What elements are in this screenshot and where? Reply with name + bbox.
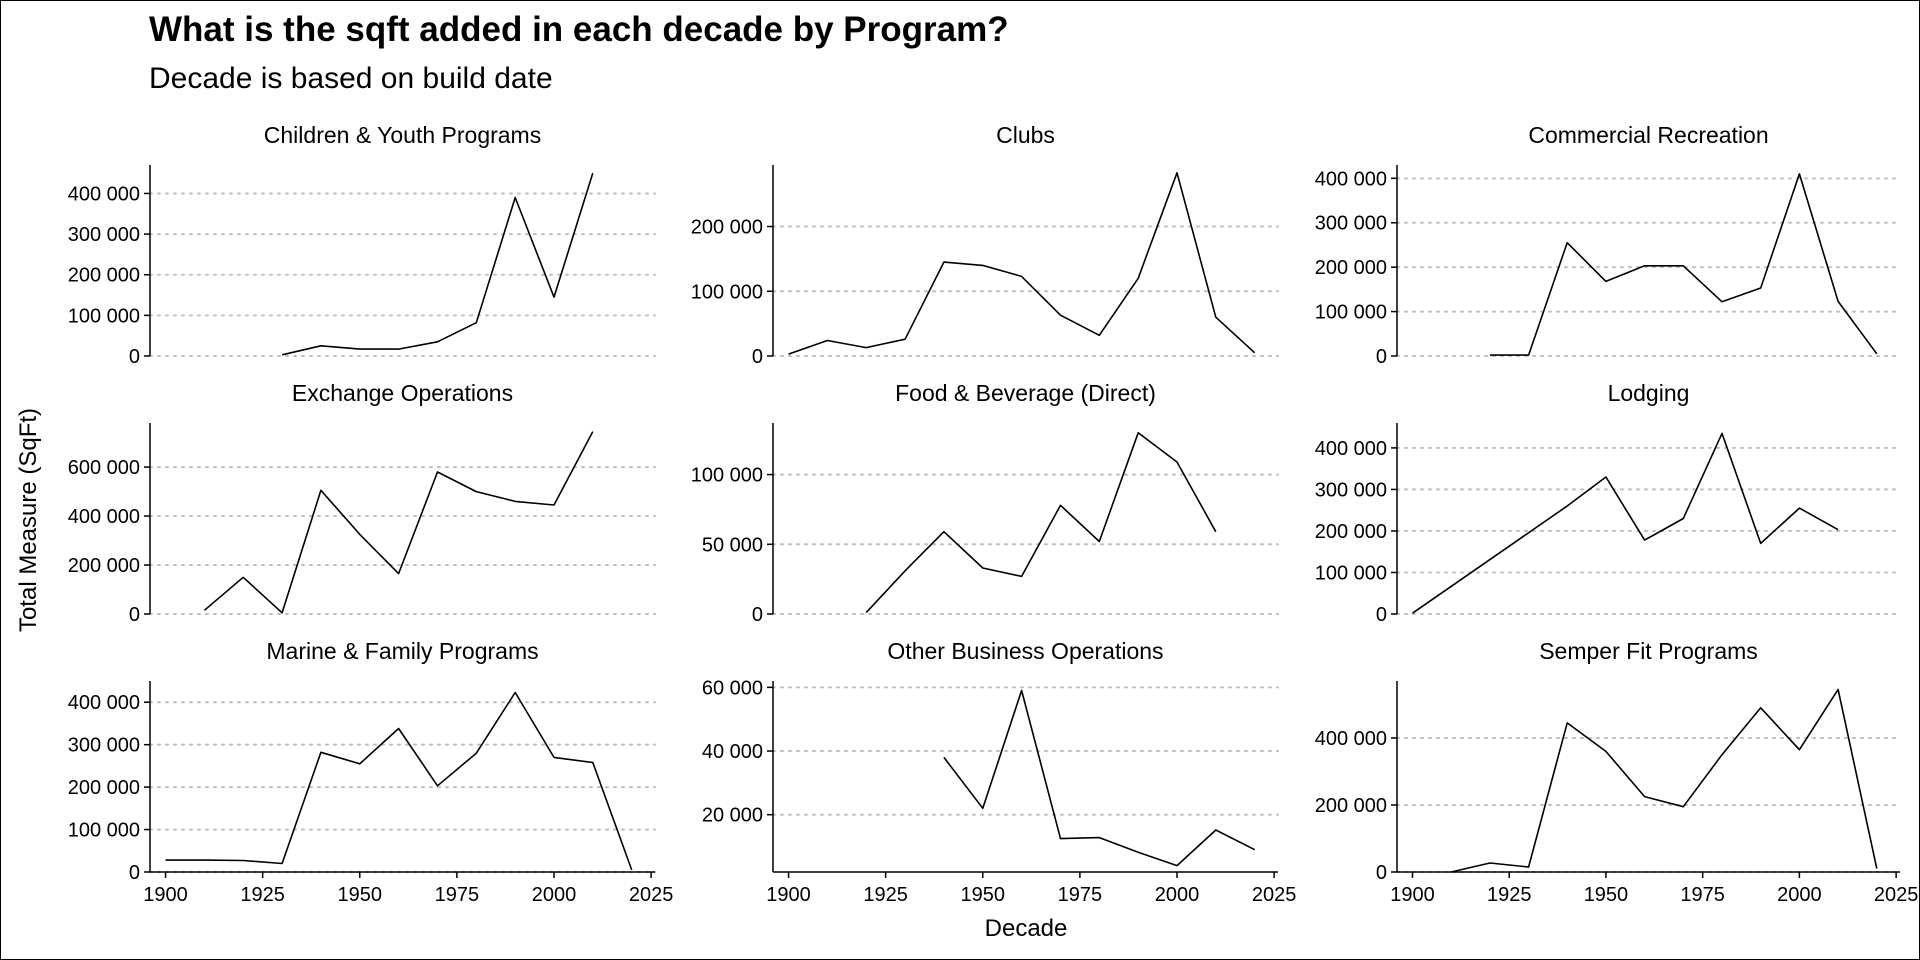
- panel-children-and-youth-programs-title: Children & Youth Programs: [264, 122, 541, 148]
- panel-semper-fit-programs-y-tick-label: 400 000: [1315, 728, 1387, 750]
- panel-children-and-youth-programs-y-tick-label: 200 000: [68, 265, 140, 287]
- panel-other-business-operations-y-tick-label: 60 000: [702, 677, 763, 699]
- panel-exchange-operations: Exchange Operations 0 200 000 400 000 600 00…: [68, 380, 656, 626]
- panel-marine-and-family-programs-x-tick-label: 1950: [338, 884, 383, 906]
- panel-clubs-series-line: [788, 172, 1256, 355]
- panel-children-and-youth-programs-series-line: [281, 172, 594, 356]
- panel-lodging-y-tick-label: 200 000: [1315, 521, 1387, 543]
- panel-food-and-beverage-direct: Food & Beverage (Direct) 0 50 000 100 000: [691, 380, 1279, 626]
- panel-commercial-recreation-y-tick-label: 400 000: [1315, 168, 1387, 190]
- panel-semper-fit-programs-x-tick-label: 1975: [1680, 884, 1725, 906]
- panel-food-and-beverage-direct-series-line: [865, 431, 1217, 614]
- panel-lodging: Lodging 0 100 000 200 000 300 000 400 000: [1315, 380, 1901, 626]
- panel-marine-and-family-programs-y-tick-label: 100 000: [68, 820, 140, 842]
- panel-marine-and-family-programs-x-tick-label: 1925: [240, 884, 285, 906]
- panel-lodging-series-line: [1412, 432, 1839, 614]
- panel-exchange-operations-title: Exchange Operations: [292, 380, 513, 406]
- panel-clubs-title: Clubs: [996, 122, 1055, 148]
- panel-marine-and-family-programs-title: Marine & Family Programs: [266, 638, 538, 664]
- chart-title: What is the sqft added in each decade by…: [149, 10, 1009, 49]
- panel-other-business-operations-x-tick-label: 1950: [961, 884, 1006, 906]
- chart-subtitle: Decade is based on build date: [149, 62, 553, 95]
- panel-semper-fit-programs-x-tick-label: 2025: [1874, 884, 1919, 906]
- panel-lodging-y-tick-label: 0: [1376, 604, 1387, 626]
- panel-commercial-recreation-y-tick-label: 200 000: [1315, 257, 1387, 279]
- panel-other-business-operations-x-tick-label: 1900: [766, 884, 811, 906]
- panel-semper-fit-programs-title: Semper Fit Programs: [1539, 638, 1758, 664]
- panel-semper-fit-programs-x-tick-label: 1900: [1390, 884, 1435, 906]
- panel-semper-fit-programs-y-tick-label: 200 000: [1315, 795, 1387, 817]
- panel-semper-fit-programs-x-tick-label: 1925: [1487, 884, 1532, 906]
- panel-food-and-beverage-direct-title: Food & Beverage (Direct): [895, 380, 1156, 406]
- panel-other-business-operations-series-line: [943, 689, 1256, 867]
- panel-children-and-youth-programs: Children & Youth Programs 0 100 000 200 000…: [68, 122, 656, 368]
- panel-food-and-beverage-direct-y-tick-label: 50 000: [702, 534, 763, 556]
- panel-semper-fit-programs-y-tick-label: 0: [1376, 862, 1387, 884]
- panel-commercial-recreation: Commercial Recreation 0 100 000 200 000 300 …: [1315, 122, 1901, 368]
- panel-lodging-y-tick-label: 100 000: [1315, 562, 1387, 584]
- panel-commercial-recreation-title: Commercial Recreation: [1528, 122, 1768, 148]
- panel-other-business-operations-x-tick-label: 2025: [1252, 884, 1297, 906]
- panel-exchange-operations-y-tick-label: 600 000: [68, 457, 140, 479]
- panel-exchange-operations-series-line: [203, 431, 594, 614]
- panel-other-business-operations-y-tick-label: 40 000: [702, 741, 763, 763]
- panel-marine-and-family-programs: Marine & Family Programs 0 100 000 200 000 3…: [68, 638, 674, 906]
- panel-clubs: Clubs 0 100 000 200 000: [691, 122, 1279, 368]
- panel-children-and-youth-programs-y-tick-label: 300 000: [68, 224, 140, 246]
- panel-exchange-operations-y-tick-label: 0: [129, 604, 140, 626]
- panel-other-business-operations-x-tick-label: 1975: [1058, 884, 1103, 906]
- panel-marine-and-family-programs-y-tick-label: 0: [129, 862, 140, 884]
- panel-other-business-operations-x-tick-label: 1925: [863, 884, 908, 906]
- panel-semper-fit-programs-x-tick-label: 2000: [1777, 884, 1822, 906]
- panel-semper-fit-programs-x-tick-label: 1950: [1584, 884, 1629, 906]
- panel-semper-fit-programs-series-line: [1451, 688, 1878, 873]
- panel-clubs-y-tick-label: 0: [752, 346, 763, 368]
- panel-children-and-youth-programs-y-tick-label: 400 000: [68, 183, 140, 205]
- panel-clubs-y-tick-label: 100 000: [691, 281, 763, 303]
- panel-other-business-operations-x-tick-label: 2000: [1155, 884, 1200, 906]
- panel-exchange-operations-y-tick-label: 200 000: [68, 555, 140, 577]
- panel-marine-and-family-programs-x-tick-label: 2000: [532, 884, 577, 906]
- panel-lodging-y-tick-label: 400 000: [1315, 438, 1387, 460]
- panel-marine-and-family-programs-series-line: [165, 691, 633, 871]
- panel-marine-and-family-programs-y-tick-label: 200 000: [68, 777, 140, 799]
- panel-marine-and-family-programs-x-tick-label: 1975: [435, 884, 480, 906]
- panel-children-and-youth-programs-y-tick-label: 100 000: [68, 305, 140, 327]
- panel-commercial-recreation-y-tick-label: 300 000: [1315, 213, 1387, 235]
- panel-commercial-recreation-series-line: [1489, 173, 1878, 356]
- panel-lodging-y-tick-label: 300 000: [1315, 479, 1387, 501]
- panel-other-business-operations-y-tick-label: 20 000: [702, 805, 763, 827]
- panel-commercial-recreation-y-tick-label: 100 000: [1315, 302, 1387, 324]
- panel-other-business-operations-title: Other Business Operations: [887, 638, 1163, 664]
- panel-semper-fit-programs: Semper Fit Programs 0 200 000 400 000 1900 19…: [1315, 638, 1919, 906]
- panel-marine-and-family-programs-x-tick-label: 2025: [629, 884, 674, 906]
- panel-clubs-y-tick-label: 200 000: [691, 217, 763, 239]
- panel-lodging-title: Lodging: [1608, 380, 1690, 406]
- panel-children-and-youth-programs-y-tick-label: 0: [129, 346, 140, 368]
- panel-exchange-operations-y-tick-label: 400 000: [68, 506, 140, 528]
- panel-other-business-operations: Other Business Operations 20 000 40 000 60 …: [702, 638, 1297, 906]
- panel-food-and-beverage-direct-y-tick-label: 0: [752, 604, 763, 626]
- panel-marine-and-family-programs-y-tick-label: 300 000: [68, 735, 140, 757]
- panel-marine-and-family-programs-x-tick-label: 1900: [143, 884, 188, 906]
- x-axis-label: Decade: [984, 915, 1068, 942]
- panel-marine-and-family-programs-y-tick-label: 400 000: [68, 692, 140, 714]
- panel-food-and-beverage-direct-y-tick-label: 100 000: [691, 465, 763, 487]
- panel-commercial-recreation-y-tick-label: 0: [1376, 346, 1387, 368]
